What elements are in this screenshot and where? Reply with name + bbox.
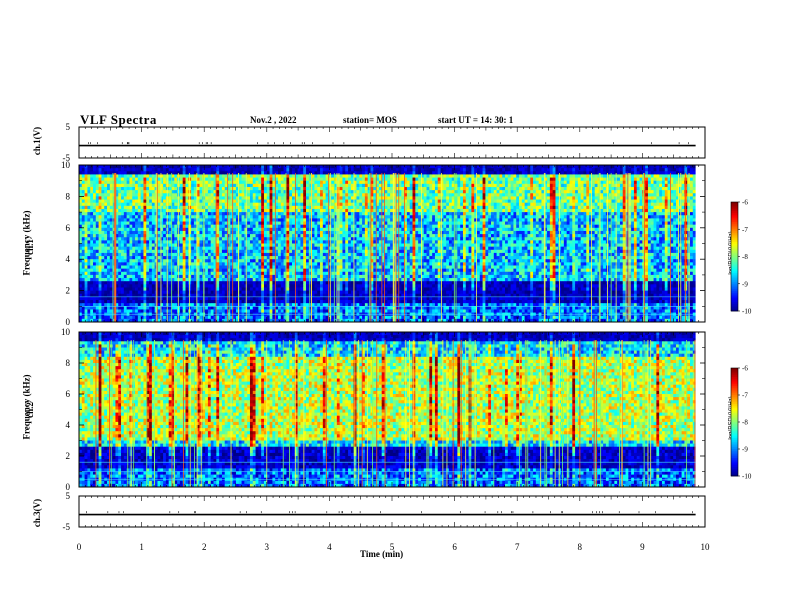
ch2-spectrogram-image — [79, 332, 705, 488]
ch2-spectrogram-colorbar-tick: -6 — [742, 365, 748, 373]
x-tick-label: 10 — [701, 542, 711, 552]
x-tick-label: 9 — [640, 542, 645, 552]
ch1-waveform-ytick-label: -5 — [63, 153, 71, 163]
date-label: Nov.2 , 2022 — [250, 115, 297, 125]
ch1-spectrogram-ytick-label: 4 — [66, 254, 71, 264]
ch2-spectrogram-colorbar-tick: -9 — [742, 446, 748, 454]
start-time-label: start UT = 14: 30: 1 — [438, 115, 513, 125]
x-tick-label: 7 — [515, 542, 520, 552]
x-tick-label: 6 — [452, 542, 457, 552]
ch1-spectrogram-colorbar-tick: -9 — [742, 280, 748, 288]
ch2-spectrogram-colorbar-tick: -10 — [742, 473, 752, 481]
ch1-spectrogram-colorbar-tick: -6 — [742, 199, 748, 207]
x-tick-label: 3 — [265, 542, 270, 552]
ch1-spectrogram-ytick-label: 6 — [66, 223, 71, 233]
x-tick-label: 8 — [578, 542, 583, 552]
ch2-spectrogram-ytick-label: 10 — [61, 327, 71, 337]
x-axis-label: Time (min) — [360, 549, 403, 559]
ch2-spectrogram-ytick-label: 4 — [66, 420, 71, 430]
ch3-waveform-ytick-label: 5 — [66, 491, 71, 501]
ch2-spectrogram-ytick-label: 0 — [66, 482, 71, 492]
ch1-waveform-ytick-label: 5 — [66, 122, 71, 132]
ch3-waveform-ytick-label: -5 — [63, 522, 71, 532]
ch1-spectrogram-image — [79, 165, 705, 323]
ch1-spectrogram-ytick-label: 8 — [66, 191, 71, 201]
ch1-spectrogram-ytick-label: 10 — [61, 160, 71, 170]
ch1-spectrogram-colorbar-tick: -7 — [742, 226, 748, 234]
ch2-spectrogram-colorbar-tick: -7 — [742, 392, 748, 400]
ch2-spectrogram-colorbar — [730, 367, 740, 477]
ch2-spectrogram-ytick-label: 2 — [66, 451, 71, 461]
ch2-spectrogram-ytick-label: 8 — [66, 358, 71, 368]
x-tick-label: 5 — [390, 542, 395, 552]
ch1-spectrogram-ytick-label: 0 — [66, 317, 71, 327]
ch1-spectrogram-ytick-label: 2 — [66, 286, 71, 296]
ch1-spectrogram-colorbar-tick: -10 — [742, 308, 752, 316]
ch1-spectrogram-colorbar — [730, 201, 740, 312]
station-label: station= MOS — [343, 115, 397, 125]
ch1-spectrogram-colorbar-tick: -8 — [742, 253, 748, 261]
ch2-spectrogram-colorbar-tick: -8 — [742, 419, 748, 427]
x-tick-label: 0 — [77, 542, 82, 552]
ch2-spectrogram-ytick-label: 6 — [66, 389, 71, 399]
chart-title: VLF Spectra — [80, 112, 157, 128]
x-tick-label: 1 — [139, 542, 144, 552]
x-tick-label: 2 — [202, 542, 207, 552]
x-tick-label: 4 — [327, 542, 332, 552]
